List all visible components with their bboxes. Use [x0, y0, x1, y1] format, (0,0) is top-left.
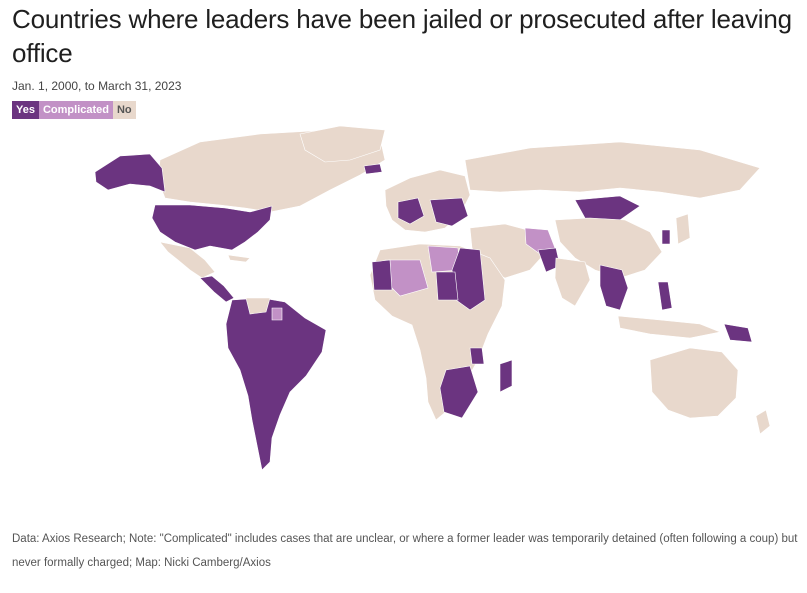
papua-region: [723, 323, 753, 343]
legend-no: No: [112, 101, 136, 119]
southern-africa-region: [439, 365, 479, 419]
iceland-region: [363, 163, 383, 175]
venezuela-region: [245, 297, 271, 315]
south-korea-region: [661, 229, 671, 245]
china-region: [554, 217, 663, 279]
madagascar-region: [499, 359, 513, 393]
central-america-region: [199, 275, 235, 303]
suriname-region: [271, 307, 283, 321]
usa-region: [151, 204, 273, 251]
south-america-region: [225, 297, 327, 471]
legend: Yes Complicated No: [12, 101, 136, 119]
page-title: Countries where leaders have been jailed…: [12, 4, 792, 68]
chad-region: [435, 271, 459, 301]
southeast-asia-region: [599, 264, 629, 311]
japan-region: [675, 213, 691, 245]
philippines-region: [657, 281, 673, 311]
western-europe-region: [397, 197, 425, 225]
indonesia-region: [617, 315, 722, 339]
new-zealand-region: [755, 409, 771, 435]
mali-region: [371, 259, 393, 291]
legend-yes: Yes: [12, 101, 39, 119]
southeast-europe-region: [429, 197, 469, 227]
world-map: [94, 125, 771, 471]
date-range: Jan. 1, 2000, to March 31, 2023: [12, 79, 182, 93]
australia-region: [649, 347, 739, 419]
egypt-sudan-region: [451, 247, 486, 311]
alaska-region: [94, 153, 166, 193]
cuba-region: [227, 254, 251, 263]
greenland-region: [299, 125, 386, 163]
india-region: [554, 257, 591, 307]
mexico-region: [159, 241, 216, 279]
east-africa-region: [469, 347, 485, 365]
source-note: Data: Axios Research; Note: "Complicated…: [12, 533, 798, 569]
mongolia-region: [574, 195, 641, 221]
legend-complicated: Complicated: [38, 101, 113, 119]
russia-region: [464, 141, 761, 199]
